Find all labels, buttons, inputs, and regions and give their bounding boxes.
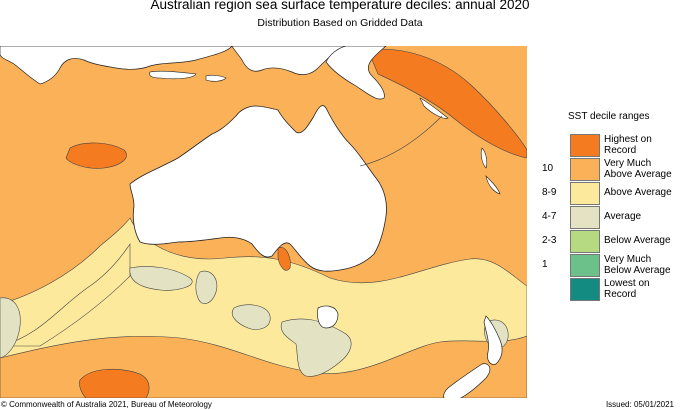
legend-code: 10: [542, 163, 554, 174]
legend-swatch: [570, 182, 600, 205]
legend-swatch: [570, 278, 600, 301]
legend-item-highest-on-record: Highest on Record: [528, 134, 680, 158]
legend-swatch: [570, 254, 600, 277]
map-title: Australian region sea surface temperatur…: [150, 0, 530, 12]
legend-item-lowest-on-record: Lowest on Record: [528, 278, 680, 302]
legend-label: Very Much Below Average: [604, 254, 671, 276]
land-australia: [129, 105, 387, 272]
land-vanuatu: [480, 147, 488, 169]
region-average-1: [129, 266, 193, 291]
region-highest-on-record-2: [65, 142, 127, 169]
legend-swatch: [570, 158, 600, 181]
legend-item-below-average: 2-3 Below Average: [528, 230, 680, 254]
legend: SST decile ranges Highest on Record 10 V…: [528, 46, 680, 398]
legend-label: Average: [604, 211, 642, 222]
legend-code: 8-9: [542, 187, 557, 198]
region-average-2: [195, 270, 218, 304]
land-new-guinea: [325, 46, 387, 100]
region-average-5: [0, 297, 21, 359]
legend-item-average: 4-7 Average: [528, 206, 680, 230]
legend-swatch: [570, 206, 600, 229]
land-tasmania: [317, 305, 339, 329]
legend-swatch: [570, 134, 600, 157]
decile-contour: [359, 115, 443, 167]
legend-swatch: [570, 230, 600, 253]
region-average-4: [280, 318, 352, 377]
issued-date: Issued: 05/01/2021: [605, 400, 674, 409]
land-island-1: [149, 70, 197, 80]
sst-decile-map: [0, 46, 527, 398]
region-highest-on-record-4: [277, 247, 291, 271]
region-average-3: [231, 304, 271, 330]
region-highest-on-record-3: [79, 368, 150, 398]
legend-label: Highest on Record: [604, 134, 652, 156]
legend-label: Below Average: [604, 235, 671, 246]
legend-item-very-much-above-average: 10 Very Much Above Average: [528, 158, 680, 182]
land-new-zealand-north: [483, 315, 503, 365]
land-island-2: [205, 74, 227, 82]
legend-label: Lowest on Record: [604, 278, 650, 300]
region-above-average-west: [0, 243, 131, 347]
legend-code: 4-7: [542, 211, 557, 222]
legend-code: 2-3: [542, 235, 557, 246]
legend-title: SST decile ranges: [568, 111, 650, 122]
copyright-note: © Commonwealth of Australia 2021, Bureau…: [1, 400, 212, 409]
land-new-caledonia: [485, 175, 501, 195]
region-highest-on-record-1: [367, 48, 527, 159]
land-solomon-islands: [419, 97, 449, 119]
legend-item-very-much-below-average: 1 Very Much Below Average: [528, 254, 680, 278]
legend-code: 1: [542, 259, 548, 270]
legend-item-above-average: 8-9 Above Average: [528, 182, 680, 206]
land-indonesia: [0, 46, 233, 85]
legend-label: Above Average: [604, 187, 672, 198]
map-subtitle: Distribution Based on Gridded Data: [257, 17, 423, 29]
land-borneo-sulawesi: [231, 46, 347, 75]
legend-label: Very Much Above Average: [604, 158, 672, 180]
land-new-zealand-south: [443, 363, 491, 398]
